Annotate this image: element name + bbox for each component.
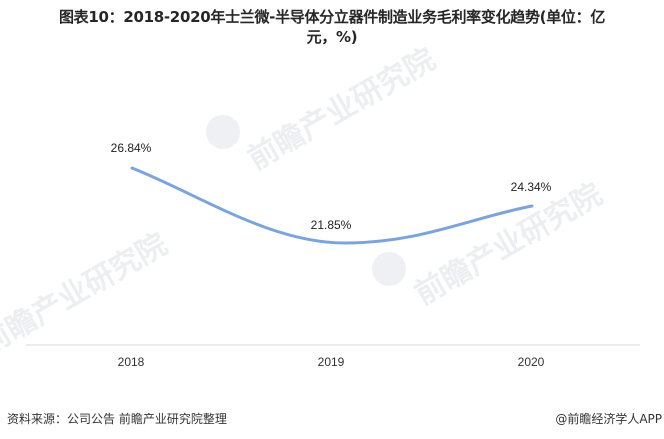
chart-title-line1: 图表10：2018-2020年士兰微-半导体分立器件制造业务毛利率变化趋势(单位… bbox=[58, 8, 606, 26]
x-tick-2019: 2019 bbox=[318, 355, 345, 369]
chart-title-line2: 元，%) bbox=[306, 28, 358, 46]
chart-title: 图表10：2018-2020年士兰微-半导体分立器件制造业务毛利率变化趋势(单位… bbox=[0, 7, 664, 47]
source-note: 资料来源：公司公告 前瞻产业研究院整理 bbox=[7, 412, 227, 426]
data-label-2019: 21.85% bbox=[311, 218, 352, 232]
data-label-2020: 24.34% bbox=[511, 180, 552, 194]
x-tick-2018: 2018 bbox=[118, 355, 145, 369]
credit-note: @前瞻经济学人APP bbox=[555, 412, 662, 426]
data-label-2018: 26.84% bbox=[111, 141, 152, 155]
series-line-gross-margin bbox=[130, 166, 534, 245]
x-tick-2020: 2020 bbox=[518, 355, 545, 369]
